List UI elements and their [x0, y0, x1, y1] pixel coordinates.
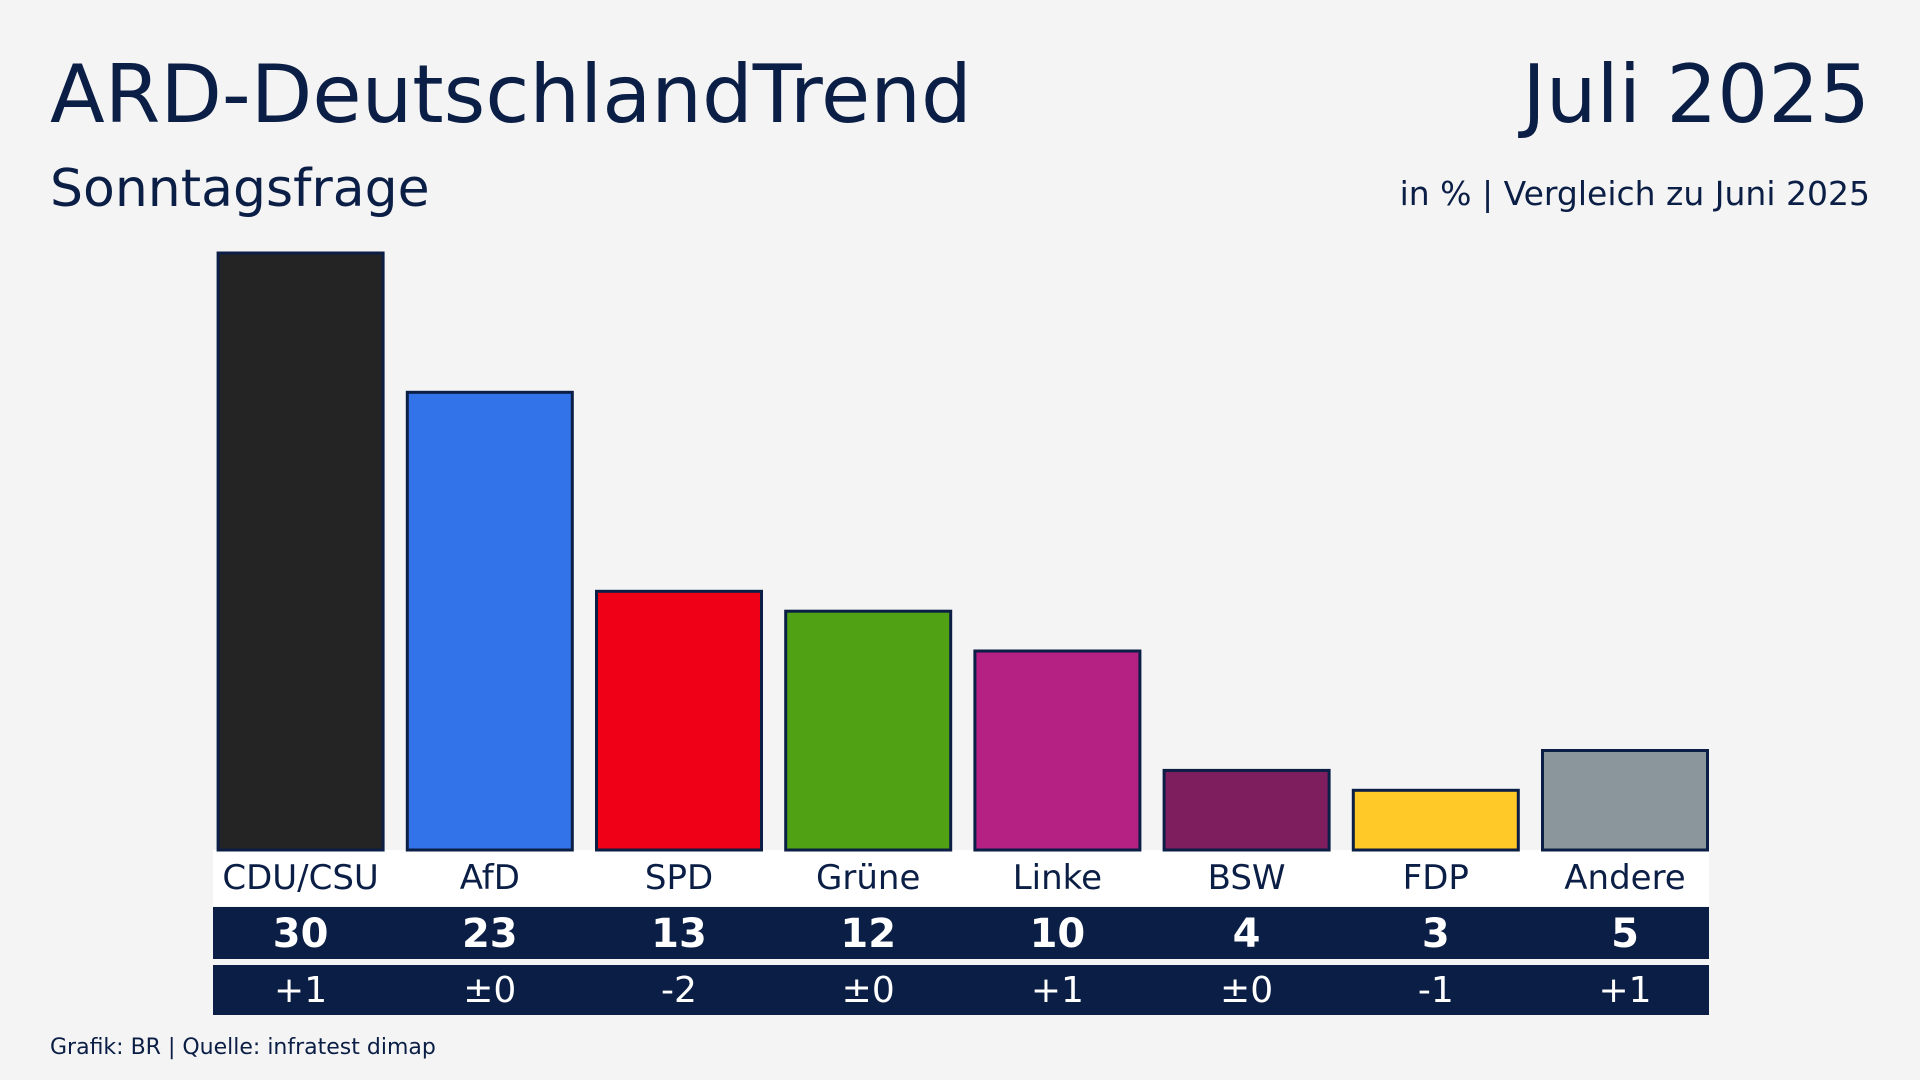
- change-label: ±0: [842, 970, 895, 1011]
- chart-subtitle: Sonntagsfrage: [50, 159, 430, 219]
- value-label: 12: [840, 911, 896, 957]
- bar: [1541, 749, 1709, 852]
- category-label: Grüne: [816, 858, 920, 898]
- change-label: +1: [1031, 970, 1084, 1011]
- value-label: 23: [462, 911, 518, 957]
- value-label: 3: [1422, 911, 1450, 957]
- value-label: 5: [1611, 911, 1639, 957]
- category-label: Linke: [1013, 858, 1102, 898]
- bar: [405, 390, 574, 852]
- category-label: BSW: [1208, 858, 1286, 898]
- change-label: +1: [274, 970, 327, 1011]
- bar: [784, 609, 953, 852]
- bar: [216, 251, 385, 852]
- change-label: -1: [1418, 970, 1454, 1011]
- bar: [595, 589, 763, 852]
- label-row: [213, 850, 1709, 906]
- source: Grafik: BR | Quelle: infratest dimap: [50, 1035, 436, 1060]
- chart-date: Juli 2025: [1517, 48, 1870, 141]
- change-row: [213, 965, 1709, 1015]
- category-label: FDP: [1403, 858, 1469, 898]
- bar: [1162, 768, 1331, 852]
- category-label: SPD: [645, 858, 713, 898]
- category-label: CDU/CSU: [222, 858, 378, 898]
- value-row: [213, 907, 1709, 959]
- change-label: ±0: [463, 970, 516, 1011]
- value-label: 4: [1233, 911, 1261, 957]
- chart-note: in % | Vergleich zu Juni 2025: [1400, 174, 1870, 213]
- bar: [1351, 788, 1520, 852]
- category-label: Andere: [1564, 858, 1685, 898]
- value-label: 10: [1030, 911, 1086, 957]
- change-label: +1: [1598, 970, 1651, 1011]
- value-label: 13: [651, 911, 707, 957]
- value-label: 30: [273, 911, 329, 957]
- bar: [973, 649, 1142, 852]
- change-label: -2: [661, 970, 697, 1011]
- change-label: ±0: [1220, 970, 1273, 1011]
- category-label: AfD: [460, 858, 520, 898]
- chart-title: ARD-DeutschlandTrend: [50, 48, 972, 141]
